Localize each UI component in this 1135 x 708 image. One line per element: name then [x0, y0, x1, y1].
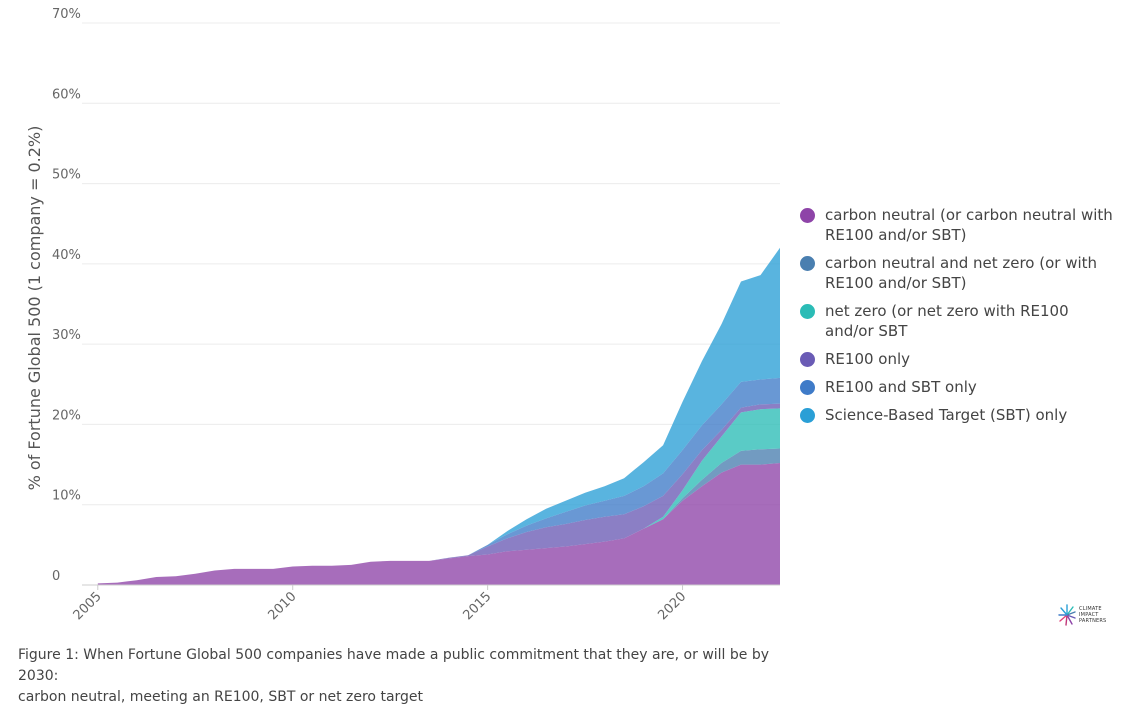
legend-swatch: [800, 208, 815, 223]
area-series-6: [97, 247, 781, 584]
legend-label: RE100 only: [825, 350, 911, 368]
legend-swatch: [800, 304, 815, 319]
legend-swatch: [800, 256, 815, 271]
x-tick-label: 2005: [71, 589, 105, 623]
climate-impact-partners-logo: CLIMATE IMPACT PARTNERS: [1058, 603, 1114, 627]
chart: 010%20%30%40%50%60%70% 2005 2010 2015 2020 …: [25, 7, 781, 623]
y-tick-labels: 0 10% 20% 30% 40% 50% 60% 70%: [52, 7, 81, 584]
legend-swatch: [800, 380, 815, 395]
y-tick-label: 30%: [52, 328, 81, 343]
figure-caption: Figure 1: When Fortune Global 500 compan…: [18, 645, 808, 708]
caption-line-2: carbon neutral, meeting an RE100, SBT or…: [18, 689, 424, 705]
legend-item: RE100 and SBT only: [800, 377, 1120, 397]
y-tick-label: 60%: [52, 87, 81, 102]
area-series: [97, 247, 781, 585]
x-tick-label: 2015: [460, 589, 494, 623]
legend-label: net zero (or net zero with RE100 and/or …: [825, 302, 1069, 340]
y-tick-label: 70%: [52, 7, 81, 22]
grid-lines: [82, 22, 780, 506]
y-tick-label: 0: [52, 569, 60, 584]
legend-item: carbon neutral and net zero (or with RE1…: [800, 253, 1120, 293]
legend-swatch: [800, 408, 815, 423]
caption-line-1: Figure 1: When Fortune Global 500 compan…: [18, 647, 770, 684]
y-tick-label: 20%: [52, 408, 81, 423]
legend-label: carbon neutral and net zero (or with RE1…: [825, 254, 1098, 292]
area-series-1: [97, 463, 781, 585]
legend-label: carbon neutral (or carbon neutral with R…: [825, 206, 1113, 244]
y-axis-label: % of Fortune Global 500 (1 company = 0.2…: [25, 126, 44, 491]
legend-item: Science-Based Target (SBT) only: [800, 405, 1120, 425]
logo-icon: [1058, 604, 1076, 626]
legend: carbon neutral (or carbon neutral with R…: [800, 205, 1120, 433]
legend-item: carbon neutral (or carbon neutral with R…: [800, 205, 1120, 245]
x-tick-labels: 2005 2010 2015 2020: [71, 585, 689, 623]
legend-item: RE100 only: [800, 349, 1120, 369]
legend-label: Science-Based Target (SBT) only: [825, 406, 1068, 424]
legend-label: RE100 and SBT only: [825, 378, 977, 396]
logo-text-line-3: PARTNERS: [1079, 618, 1107, 624]
x-tick-label: 2020: [655, 589, 689, 623]
legend-swatch: [800, 352, 815, 367]
logo-text-line-1: CLIMATE: [1079, 606, 1102, 612]
x-tick-label: 2010: [266, 589, 300, 623]
y-tick-label: 10%: [52, 489, 81, 504]
y-tick-label: 40%: [52, 248, 81, 263]
y-tick-label: 50%: [52, 168, 81, 183]
logo-text-line-2: IMPACT: [1079, 612, 1099, 618]
area-series-4: [97, 403, 781, 584]
legend-item: net zero (or net zero with RE100 and/or …: [800, 301, 1120, 341]
